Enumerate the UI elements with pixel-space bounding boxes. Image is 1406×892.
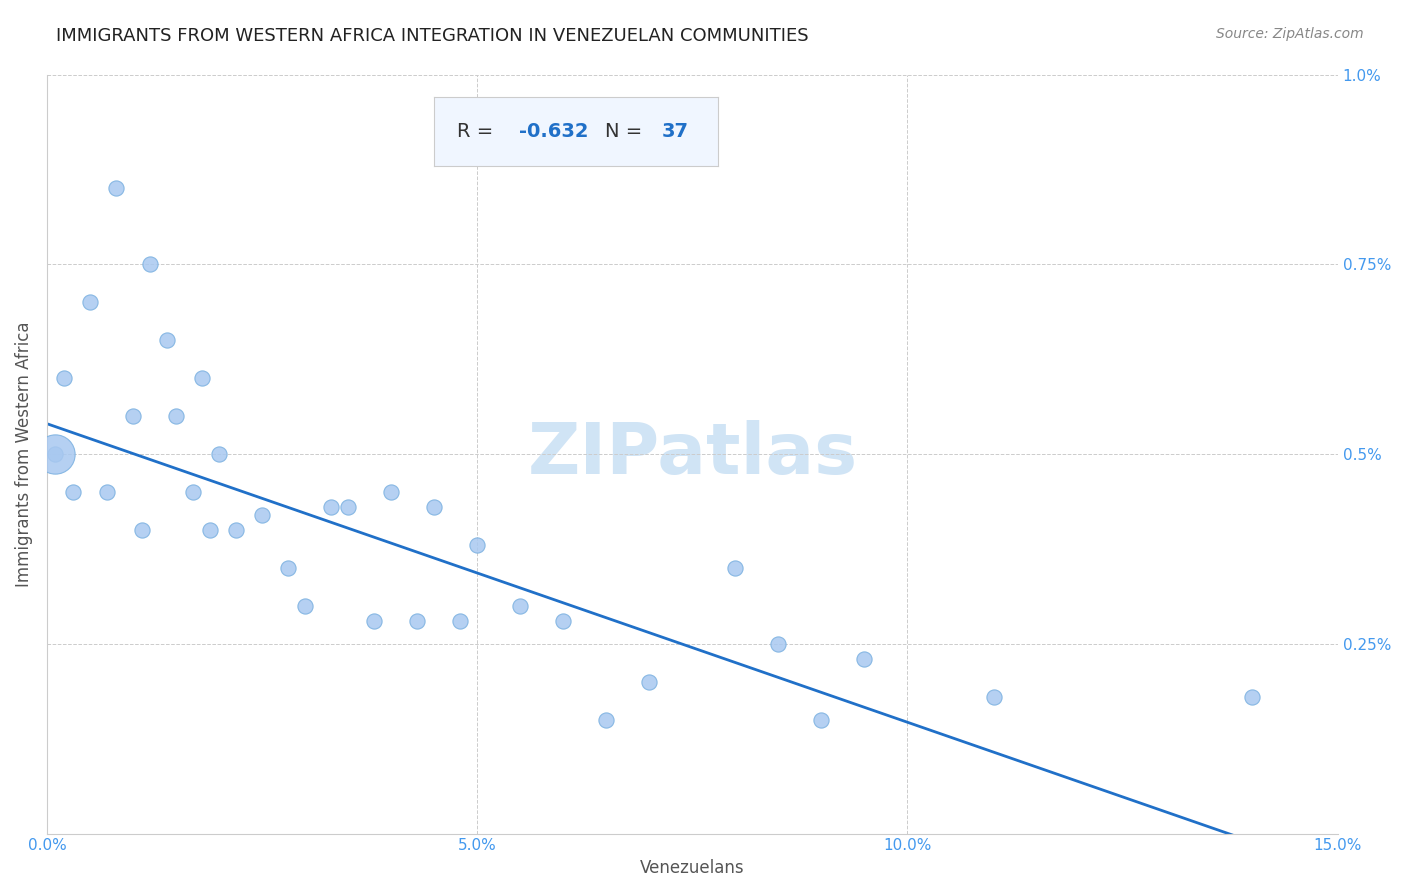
Point [225, 523, 247, 537]
Point [53, 371, 76, 385]
Point [363, 614, 385, 628]
Point [156, 333, 179, 347]
Point [200, 523, 222, 537]
Point [44, 447, 66, 461]
Point [983, 690, 1005, 704]
Point [79, 295, 101, 310]
Point [810, 713, 832, 727]
Point [62, 485, 84, 500]
Point [406, 614, 429, 628]
Point [465, 538, 488, 552]
Point [509, 599, 531, 613]
Point [380, 485, 402, 500]
Point [724, 561, 747, 575]
Point [44, 447, 66, 461]
Point [191, 371, 214, 385]
Point [208, 447, 231, 461]
Point [181, 485, 204, 500]
Point [277, 561, 299, 575]
Point [449, 614, 471, 628]
Point [337, 500, 360, 515]
Point [250, 508, 273, 522]
Point [294, 599, 316, 613]
Point [638, 674, 661, 689]
Text: IMMIGRANTS FROM WESTERN AFRICA INTEGRATION IN VENEZUELAN COMMUNITIES: IMMIGRANTS FROM WESTERN AFRICA INTEGRATI… [56, 27, 808, 45]
Text: Source: ZipAtlas.com: Source: ZipAtlas.com [1216, 27, 1364, 41]
Point [595, 713, 617, 727]
Point [1240, 690, 1263, 704]
Y-axis label: Immigrants from Western Africa: Immigrants from Western Africa [15, 321, 32, 587]
Point [553, 614, 575, 628]
Point [122, 409, 145, 423]
Point [319, 500, 342, 515]
Point [131, 523, 153, 537]
Point [423, 500, 446, 515]
Point [104, 181, 127, 195]
Point [165, 409, 187, 423]
X-axis label: Venezuelans: Venezuelans [640, 859, 745, 877]
Point [853, 652, 876, 666]
Point [139, 257, 162, 271]
Point [96, 485, 118, 500]
Text: ZIPatlas: ZIPatlas [527, 419, 858, 489]
Point [768, 637, 790, 651]
